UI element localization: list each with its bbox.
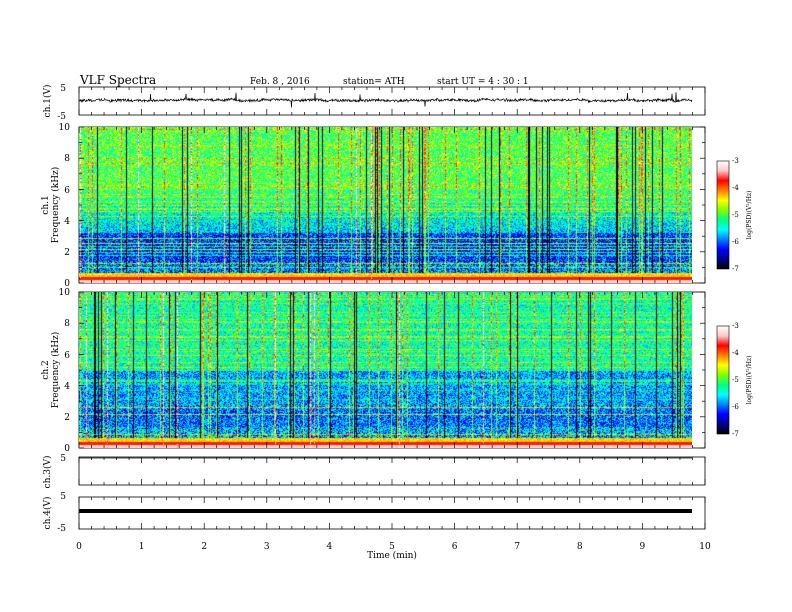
date-label: Feb. 8 , 2016 [250, 77, 310, 87]
ch2-spectrogram-image [79, 292, 692, 448]
ch2-freq-tick: 4 [64, 382, 70, 392]
ch1-spectrogram-channel-label: ch.1 [41, 195, 51, 214]
ch1-waveform-line [78, 92, 693, 108]
x-tick-label: 2 [201, 542, 207, 552]
ch2-colorbar-tick: -7 [732, 430, 739, 438]
x-tick-label: 10 [699, 542, 711, 552]
ch1-colorbar-tick: -7 [732, 265, 739, 273]
ch2-freq-tick: 8 [64, 319, 70, 329]
ch4-ylabel: ch.4(V) [42, 497, 53, 530]
ch2-freq-tick: 0 [64, 444, 70, 454]
ch1-spectrogram-image [79, 127, 692, 283]
ch2-colorbar-label: log(PSD)(V²/Hz) [746, 356, 753, 405]
ch2-spectrogram-ylabel: Frequency (kHz) [50, 332, 61, 409]
station-label: station= ATH [343, 77, 405, 87]
ch2-colorbar-ticks: -3 -4 -5 -6 -7 [732, 322, 739, 438]
ch1-spectrogram-ylabel: Frequency (kHz) [50, 167, 61, 244]
ch4-ytick-minus5: -5 [57, 524, 66, 534]
ch1-colorbar-tick: -4 [732, 184, 739, 192]
ch2-spectrogram-yticks: 0 2 4 6 8 10 [59, 288, 71, 454]
ch2-colorbar-tick: -4 [732, 349, 739, 357]
start-time-label: start UT = 4 : 30 : 1 [437, 77, 529, 87]
ch4-waveform-line [79, 509, 692, 513]
ch1-freq-tick: 4 [64, 217, 70, 227]
x-axis-label: Time (min) [367, 550, 417, 561]
ch4-ytick-5: 5 [60, 492, 66, 502]
axis-tick-marks [78, 87, 706, 529]
x-tick-label: 5 [389, 542, 395, 552]
x-tick-label: 7 [514, 542, 520, 552]
ch1-freq-tick: 10 [59, 123, 71, 133]
ch2-colorbar-tick: -5 [732, 376, 739, 384]
ch2-colorbar [716, 325, 730, 435]
ch3-ytick-5: 5 [60, 454, 66, 464]
ch1-freq-tick: 0 [64, 279, 70, 289]
ch1-freq-tick: 2 [64, 248, 70, 258]
ch2-freq-tick: 10 [59, 288, 71, 298]
x-tick-label: 4 [327, 542, 333, 552]
ch1-freq-tick: 6 [64, 186, 70, 196]
ch1-colorbar-tick: -3 [732, 157, 739, 165]
x-tick-label: 1 [139, 542, 145, 552]
ch2-freq-tick: 2 [64, 413, 70, 423]
ch2-spectrogram-channel-label: ch.2 [41, 360, 51, 379]
x-tick-label: 3 [264, 542, 270, 552]
ch1-colorbar-ticks: -3 -4 -5 -6 -7 [732, 157, 739, 273]
ch1-freq-tick: 8 [64, 154, 70, 164]
ch1-ylabel: ch.1(V) [42, 85, 53, 118]
ch3-ylabel: ch.3(V) [42, 456, 53, 489]
figure-title: VLF Spectra [79, 73, 156, 87]
ch1-spectrogram-yticks: 0 2 4 6 8 10 [59, 123, 71, 289]
ch1-colorbar [716, 160, 730, 270]
ch1-ytick-5: 5 [60, 84, 66, 94]
ch1-colorbar-tick: -6 [732, 238, 739, 246]
x-tick-label: 0 [76, 542, 82, 552]
ch2-colorbar-tick: -6 [732, 403, 739, 411]
ch1-colorbar-label: log(PSD)(V²/Hz) [746, 191, 753, 240]
x-tick-label: 9 [640, 542, 646, 552]
x-tick-label: 8 [577, 542, 583, 552]
ch2-freq-tick: 6 [64, 351, 70, 361]
ch1-ytick-minus5: -5 [57, 112, 66, 122]
x-axis-tick-labels: 0 1 2 3 4 5 6 7 8 9 10 [76, 542, 711, 552]
ch2-colorbar-tick: -3 [732, 322, 739, 330]
x-tick-label: 6 [452, 542, 458, 552]
ch1-colorbar-tick: -5 [732, 211, 739, 219]
